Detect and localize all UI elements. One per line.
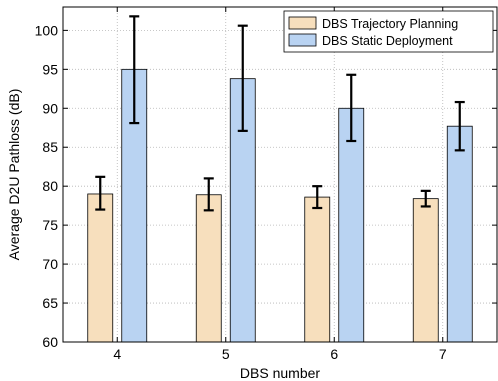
y-tick-label: 100: [35, 22, 59, 38]
y-tick-label: 70: [42, 256, 58, 272]
y-tick-label: 65: [42, 295, 58, 311]
legend-swatch-2: [288, 33, 317, 47]
x-tick-label: 7: [439, 346, 447, 362]
x-tick-labels: 4 5 6 7: [113, 346, 447, 362]
y-tick-label: 60: [42, 334, 58, 350]
y-tick-label: 85: [42, 139, 58, 155]
error-bars: [95, 15, 465, 212]
legend-label-2: DBS Static Deployment: [322, 34, 453, 48]
bar-s2-6: [338, 107, 365, 343]
bars: [87, 68, 473, 343]
bar-s1-5: [195, 194, 222, 343]
bar-s2-7: [446, 125, 473, 343]
y-tick-label: 80: [42, 178, 58, 194]
x-tick-label: 6: [330, 346, 338, 362]
y-tick-labels: 60 65 70 75 80 85 90 95 100: [35, 22, 59, 350]
bar-s1-4: [87, 193, 114, 343]
legend: DBS Trajectory Planning DBS Static Deploy…: [283, 10, 494, 53]
legend-box: [283, 10, 494, 53]
y-tick-label: 90: [42, 100, 58, 116]
x-axis-label: DBS number: [240, 365, 320, 381]
x-tick-label: 5: [222, 346, 230, 362]
y-tick-label: 95: [42, 61, 58, 77]
bar-s1-6: [304, 196, 331, 343]
y-tick-label: 75: [42, 217, 58, 233]
plot-frame: [62, 6, 498, 343]
axis-ticks: [63, 7, 497, 343]
bar-s1-7: [412, 198, 439, 343]
legend-swatch-1: [288, 16, 317, 30]
y-axis-label: Average D2U Pathloss (dB): [6, 89, 22, 261]
legend-label-1: DBS Trajectory Planning: [322, 17, 458, 31]
x-tick-label: 4: [113, 346, 121, 362]
